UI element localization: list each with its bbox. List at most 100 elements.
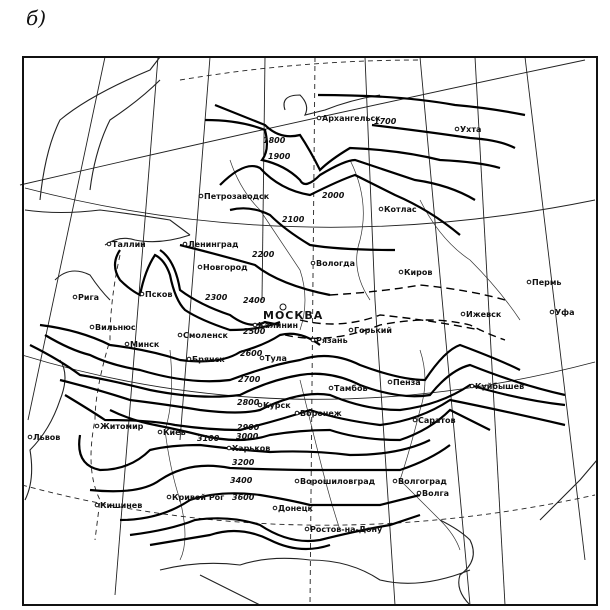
city-marker bbox=[316, 115, 322, 121]
city-marker bbox=[304, 526, 310, 532]
city-label: Киров bbox=[404, 268, 432, 277]
isoline-label: 3600 bbox=[232, 493, 255, 502]
city-label: Пермь bbox=[532, 278, 561, 287]
city-marker bbox=[139, 291, 145, 297]
city-label: Котлас bbox=[384, 205, 417, 214]
city-marker bbox=[387, 379, 393, 385]
isoline-label: 1800 bbox=[263, 136, 286, 145]
isoline-label: 3100 bbox=[197, 434, 220, 443]
city-marker bbox=[106, 241, 112, 247]
city-label: Рязань bbox=[316, 336, 348, 345]
isoline-label: 2700 bbox=[238, 375, 261, 384]
city-marker bbox=[186, 356, 192, 362]
isoline-label: 3200 bbox=[232, 458, 255, 467]
city-marker bbox=[94, 502, 100, 508]
city-marker bbox=[310, 260, 316, 266]
isoline-label: 2200 bbox=[252, 250, 275, 259]
isoline-label: 2300 bbox=[205, 293, 228, 302]
city-label: Рига bbox=[78, 293, 99, 302]
city-label: Пенза bbox=[393, 378, 421, 387]
city-label: Кишинев bbox=[100, 501, 142, 510]
isoline-label: 1900 bbox=[268, 152, 291, 161]
city-marker bbox=[416, 490, 422, 496]
city-label: Петрозаводск bbox=[204, 192, 270, 201]
city-marker bbox=[182, 241, 188, 247]
city-label: Куйбышев bbox=[475, 381, 524, 391]
isoline-label: 3400 bbox=[230, 476, 253, 485]
city-marker bbox=[348, 327, 354, 333]
city-label: Кривой Рог bbox=[172, 493, 224, 502]
city-marker bbox=[310, 337, 316, 343]
city-marker bbox=[226, 445, 232, 451]
city-label: Ленинград bbox=[188, 240, 239, 249]
city-label: Ижевск bbox=[466, 310, 502, 319]
isoline-label: 2100 bbox=[282, 215, 305, 224]
isoline-label: 1700 bbox=[374, 117, 397, 126]
isoline-labels: 1700 1800 1900 2000 2100 2200 2300 2400 2500 2600… bbox=[197, 117, 397, 502]
city-label: Львов bbox=[33, 433, 60, 442]
city-marker bbox=[328, 385, 334, 391]
city-marker bbox=[412, 417, 418, 423]
city-marker bbox=[398, 269, 404, 275]
city-marker bbox=[72, 294, 78, 300]
city-label: Воронеж bbox=[300, 409, 342, 418]
city-label: Смоленск bbox=[183, 331, 228, 340]
city-label: Волгоград bbox=[398, 477, 447, 486]
map-frame bbox=[22, 56, 598, 606]
city-label: Ворошиловград bbox=[300, 477, 376, 486]
isoline-label: 2400 bbox=[243, 296, 266, 305]
isoline-label: 2800 bbox=[237, 398, 260, 407]
city-marker bbox=[27, 434, 33, 440]
city-label: Донецк bbox=[278, 504, 314, 513]
city-marker bbox=[177, 332, 183, 338]
capital-label: МОСКВА bbox=[263, 309, 323, 322]
city-marker bbox=[257, 402, 263, 408]
rivers bbox=[164, 159, 521, 561]
city-label: Курск bbox=[263, 401, 291, 410]
figure-label: б) bbox=[26, 6, 47, 30]
city-marker bbox=[549, 309, 555, 315]
city-label: Киев bbox=[163, 428, 186, 437]
city-marker bbox=[166, 494, 172, 500]
city-label: Житомир bbox=[100, 422, 144, 431]
city-marker bbox=[392, 478, 398, 484]
city-marker bbox=[252, 322, 258, 328]
city-label: Ростов-на-Дону bbox=[310, 525, 383, 534]
isoline-label: 2600 bbox=[240, 349, 263, 358]
city-marker bbox=[89, 324, 95, 330]
city-marker bbox=[272, 505, 278, 511]
coastlines-and-borders bbox=[24, 56, 598, 606]
city-marker bbox=[94, 423, 100, 429]
city-label: Харьков bbox=[232, 444, 270, 453]
isoline-label: 2900 bbox=[237, 423, 260, 432]
isoline-label: 2500 bbox=[243, 327, 266, 336]
city-marker bbox=[157, 429, 163, 435]
city-label: Саратов bbox=[418, 416, 456, 425]
city-marker bbox=[454, 126, 460, 132]
capital-marker: МОСКВА bbox=[263, 303, 323, 322]
city-marker bbox=[198, 193, 204, 199]
city-marker bbox=[259, 355, 265, 361]
city-marker bbox=[469, 383, 475, 389]
city-labels: Архангельск Ухта Петрозаводск Котлас Таллин Л… bbox=[27, 114, 575, 534]
isoline-label: 2000 bbox=[322, 191, 345, 200]
city-label: Тамбов bbox=[334, 383, 368, 393]
city-label: Минск bbox=[130, 340, 160, 349]
city-marker bbox=[124, 341, 130, 347]
city-label: Архангельск bbox=[322, 114, 381, 123]
city-label: Ухта bbox=[460, 125, 481, 134]
moscow-marker bbox=[279, 303, 287, 311]
city-label: Уфа bbox=[555, 308, 575, 317]
city-label: Волга bbox=[422, 489, 449, 498]
city-marker bbox=[197, 264, 203, 270]
city-label: Калинин bbox=[258, 321, 298, 330]
city-label: Вильнюс bbox=[95, 323, 136, 332]
city-marker bbox=[294, 478, 300, 484]
city-label: Тула bbox=[265, 354, 287, 363]
city-marker bbox=[378, 206, 384, 212]
city-label: Горький bbox=[354, 326, 392, 335]
city-marker bbox=[526, 279, 532, 285]
isoline-label: 3000 bbox=[236, 432, 259, 441]
city-label: Вологда bbox=[316, 259, 355, 268]
